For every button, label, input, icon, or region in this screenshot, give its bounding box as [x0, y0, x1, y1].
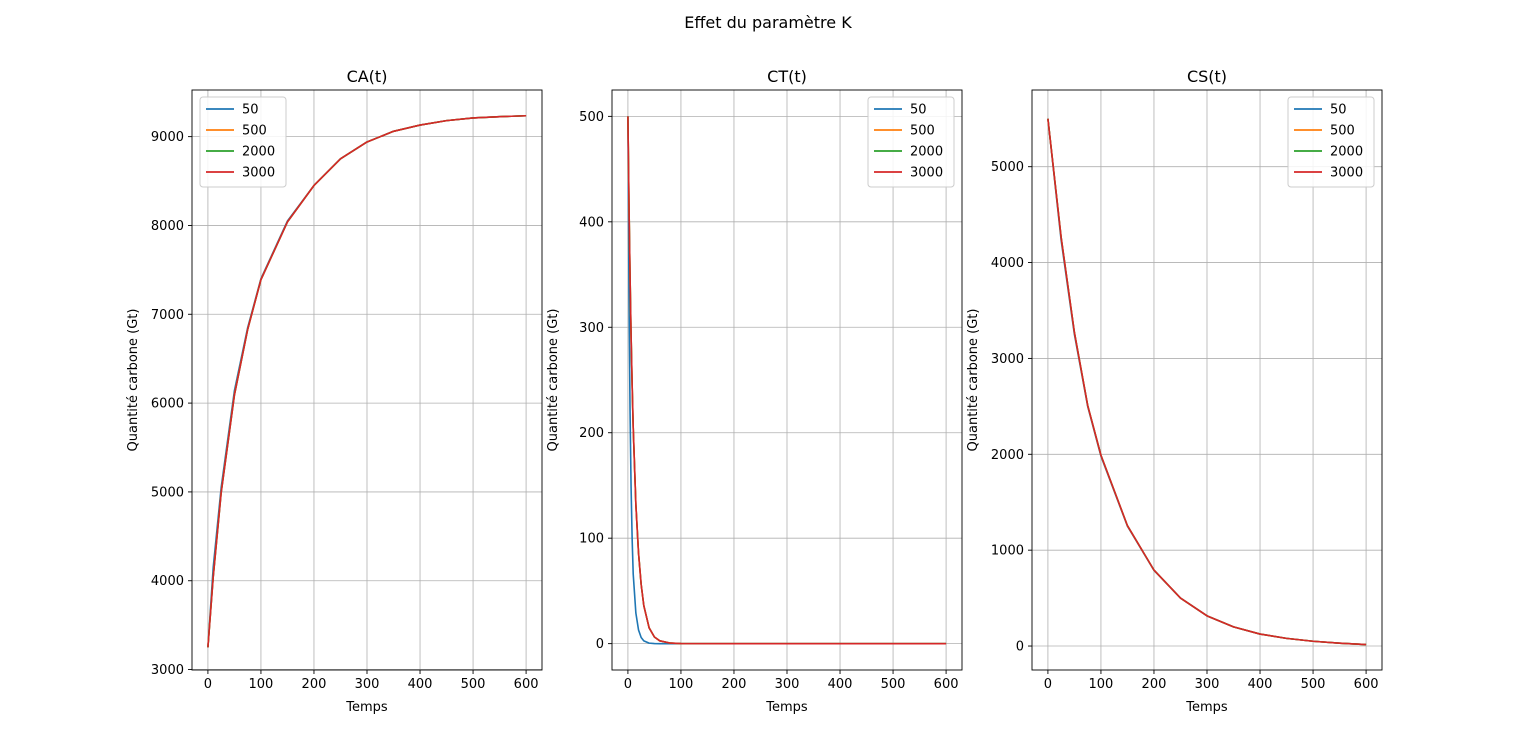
y-tick-label: 500: [579, 110, 604, 125]
x-tick-label: 400: [828, 677, 853, 692]
series-line-3000: [207, 114, 527, 648]
x-tick-label: 200: [1142, 677, 1167, 692]
x-axis-label: Temps: [765, 700, 808, 715]
legend-box: [1287, 96, 1375, 188]
x-tick-label: 100: [249, 677, 274, 692]
x-tick-label: 100: [1089, 677, 1114, 692]
x-tick-label: 600: [1354, 677, 1379, 692]
y-tick-label: 3000: [991, 352, 1024, 367]
y-tick-label: 8000: [151, 219, 184, 234]
x-tick-label: 0: [204, 677, 212, 692]
x-tick-label: 400: [408, 677, 433, 692]
x-tick-label: 600: [934, 677, 959, 692]
x-tick-label: 300: [355, 677, 380, 692]
legend-label: 500: [910, 124, 935, 139]
y-tick-label: 1000: [991, 544, 1024, 559]
subplot-2: 0 100 200 300 400 500 600 0 100 200 300 400 500 CT(t)…: [546, 67, 963, 715]
legend-label: 2000: [910, 145, 943, 160]
series-line-3000: [627, 116, 947, 645]
subplot-title: CT(t): [767, 67, 807, 86]
x-tick-label: 200: [302, 677, 327, 692]
y-tick-label: 0: [596, 637, 604, 652]
legend-label: 50: [910, 103, 927, 118]
legend-label: 2000: [242, 145, 275, 160]
subplot-3: 0 100 200 300 400 500 600 0 1000 2000 3000 4000 5000…: [966, 67, 1383, 715]
x-tick-label: 200: [722, 677, 747, 692]
y-axis-label: Quantité carbone (Gt): [126, 309, 141, 452]
legend-box: [867, 96, 955, 188]
x-tick-label: 500: [1301, 677, 1326, 692]
legend: 50 500 2000 3000: [199, 96, 287, 188]
y-axis-label: Quantité carbone (Gt): [546, 309, 561, 452]
legend-label: 3000: [910, 166, 943, 181]
legend-label: 3000: [242, 166, 275, 181]
y-tick-label: 9000: [151, 130, 184, 145]
x-tick-label: 300: [775, 677, 800, 692]
legend-box: [199, 96, 287, 188]
subplot-title: CA(t): [347, 67, 388, 86]
y-tick-label: 5000: [151, 485, 184, 500]
y-tick-label: 7000: [151, 308, 184, 323]
x-tick-label: 0: [624, 677, 632, 692]
x-tick-label: 600: [514, 677, 539, 692]
x-tick-label: 500: [881, 677, 906, 692]
x-tick-label: 300: [1195, 677, 1220, 692]
legend-label: 3000: [1330, 166, 1363, 181]
subplot-1: 0 100 200 300 400 500 600 3000 4000 5000 6000 7000 8…: [126, 67, 543, 715]
legend: 50 500 2000 3000: [867, 96, 955, 188]
y-tick-label: 4000: [151, 574, 184, 589]
y-tick-label: 400: [579, 215, 604, 230]
legend: 50 500 2000 3000: [1287, 96, 1375, 188]
legend-label: 50: [1330, 103, 1347, 118]
x-tick-label: 100: [669, 677, 694, 692]
y-tick-label: 100: [579, 532, 604, 547]
y-tick-label: 6000: [151, 397, 184, 412]
x-axis-label: Temps: [345, 700, 388, 715]
x-tick-label: 500: [461, 677, 486, 692]
x-tick-label: 0: [1044, 677, 1052, 692]
legend-label: 2000: [1330, 145, 1363, 160]
y-tick-label: 200: [579, 426, 604, 441]
y-axis-label: Quantité carbone (Gt): [966, 309, 981, 452]
y-tick-label: 4000: [991, 256, 1024, 271]
y-tick-label: 0: [1016, 640, 1024, 655]
y-tick-label: 300: [579, 321, 604, 336]
figure-title: Effet du paramètre K: [684, 13, 852, 32]
x-tick-label: 400: [1248, 677, 1273, 692]
legend-label: 500: [242, 124, 267, 139]
y-tick-label: 5000: [991, 160, 1024, 175]
y-tick-label: 2000: [991, 448, 1024, 463]
x-axis-label: Temps: [1185, 700, 1228, 715]
series-line-3000: [1047, 118, 1367, 646]
y-tick-label: 3000: [151, 663, 184, 678]
subplot-title: CS(t): [1187, 67, 1227, 86]
legend-label: 500: [1330, 124, 1355, 139]
legend-label: 50: [242, 103, 259, 118]
